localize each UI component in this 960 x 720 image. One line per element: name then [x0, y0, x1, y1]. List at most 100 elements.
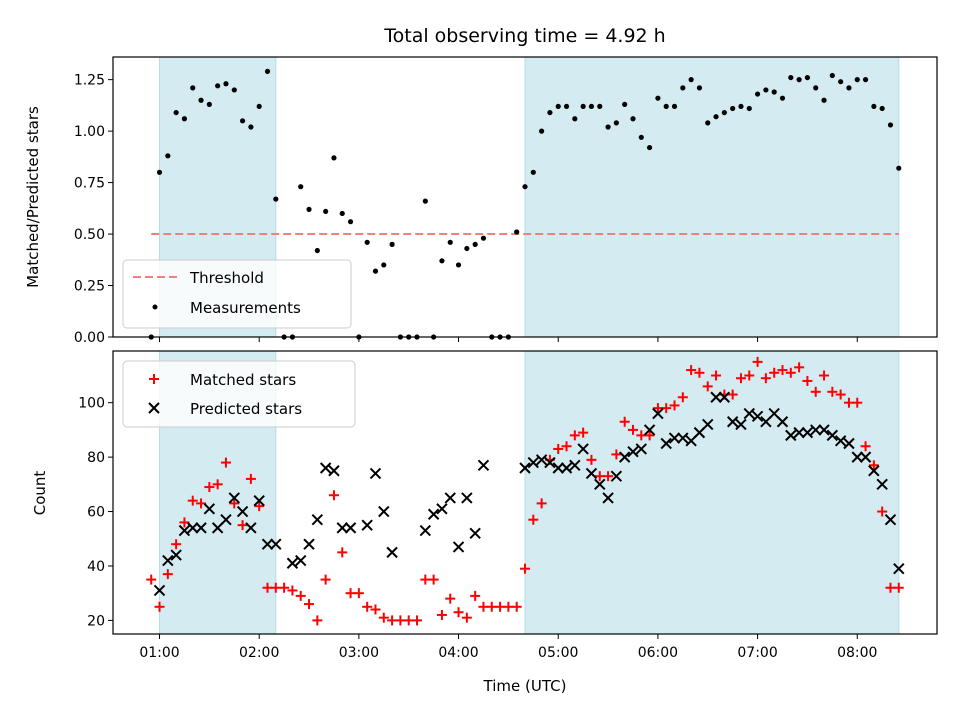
matched-point	[146, 574, 157, 585]
predicted-point	[195, 522, 207, 534]
matched-point	[520, 563, 530, 574]
measurement-point	[522, 184, 528, 190]
matched-point	[827, 386, 838, 397]
predicted-point	[826, 429, 839, 442]
measurement-point	[821, 97, 827, 103]
y-tick-label: 0.50	[74, 227, 105, 243]
predicted-point	[527, 456, 540, 469]
predicted-point	[261, 538, 274, 550]
measurement-point	[671, 103, 678, 110]
measurement-point	[464, 245, 470, 252]
measurement-point	[580, 103, 586, 110]
measurement-point	[422, 198, 428, 204]
measurement-point	[223, 81, 229, 87]
matched-point	[702, 381, 713, 392]
measurement-point	[746, 105, 752, 112]
predicted-point	[378, 505, 390, 518]
predicted-point	[203, 503, 216, 515]
predicted-point	[627, 445, 639, 458]
matched-point	[378, 612, 389, 623]
matched-point	[304, 599, 315, 610]
predicted-point	[560, 462, 573, 474]
predicted-point	[162, 554, 174, 567]
predicted-point	[187, 522, 199, 534]
measurement-point	[754, 91, 761, 97]
matched-point	[769, 367, 780, 378]
predicted-point	[469, 527, 481, 540]
measurement-point	[314, 247, 320, 254]
top-legend: Threshold Measurements	[122, 259, 352, 329]
matched-point	[760, 373, 771, 384]
ratio-panel: Total observing time = 4.92 h 0.000.250.…	[24, 25, 938, 346]
predicted-point	[286, 557, 299, 569]
matched-point	[445, 593, 456, 604]
measurement-point	[389, 241, 395, 247]
predicted-point	[569, 459, 581, 471]
measurement-point	[680, 85, 686, 91]
matched-point	[603, 471, 614, 482]
predicted-point	[810, 424, 822, 436]
matched-point	[154, 601, 165, 612]
measurement-point	[264, 68, 271, 75]
measurement-point	[331, 155, 337, 161]
matched-point	[436, 609, 447, 620]
top-x-ticks	[159, 337, 858, 342]
measurement-point	[298, 184, 304, 190]
predicted-point	[170, 549, 182, 561]
matched-point	[819, 370, 830, 381]
measurement-point	[173, 109, 179, 116]
measurement-point	[721, 109, 727, 116]
predicted-point	[270, 538, 282, 550]
measurement-point	[248, 124, 254, 130]
measurement-point	[763, 87, 769, 93]
matched-point	[777, 365, 788, 376]
predicted-point	[535, 454, 548, 466]
matched-point	[528, 514, 539, 525]
matched-point	[370, 604, 381, 615]
measurement-point	[605, 124, 611, 130]
measurement-point	[813, 85, 819, 91]
predicted-point	[660, 437, 672, 450]
matched-point	[287, 585, 298, 596]
predicted-point	[178, 524, 191, 537]
x-tick-label: 08:00	[837, 645, 877, 661]
y-tick-label: 60	[87, 505, 105, 521]
bottom-legend-box	[122, 360, 356, 428]
highlight-span-1	[524, 56, 900, 338]
predicted-point	[419, 524, 432, 537]
measurement-point	[779, 95, 786, 101]
measurement-point	[231, 87, 237, 93]
predicted-point	[236, 505, 249, 518]
matched-point	[536, 498, 547, 509]
matched-point	[586, 454, 597, 465]
predicted-point	[726, 416, 739, 428]
measurement-point	[788, 74, 794, 81]
predicted-point	[427, 508, 440, 520]
predicted-point	[893, 562, 905, 575]
predicted-point	[461, 492, 473, 504]
predicted-point	[311, 514, 324, 526]
matched-point	[412, 615, 423, 626]
y-tick-label: 40	[87, 559, 105, 575]
top-y-axis-label: Matched/Predicted stars	[24, 106, 42, 288]
matched-point	[661, 403, 672, 414]
measurement-point	[339, 210, 345, 217]
predicted-point	[386, 546, 398, 559]
x-tick-label: 02:00	[239, 645, 279, 661]
y-tick-label: 100	[78, 396, 105, 412]
legend-measurements-swatch	[152, 304, 158, 310]
bottom-y-axis-label: Count	[31, 471, 49, 516]
predicted-point	[868, 465, 880, 477]
measurement-point	[896, 165, 902, 171]
matched-point	[470, 590, 481, 601]
matched-point	[362, 601, 373, 612]
measurement-point	[854, 77, 860, 83]
top-legend-box	[122, 259, 352, 329]
predicted-point	[328, 465, 340, 477]
measurement-point	[256, 103, 262, 110]
x-tick-label: 05:00	[538, 645, 578, 661]
predicted-point	[843, 437, 855, 450]
measurement-point	[696, 85, 703, 91]
predicted-point	[444, 492, 456, 504]
